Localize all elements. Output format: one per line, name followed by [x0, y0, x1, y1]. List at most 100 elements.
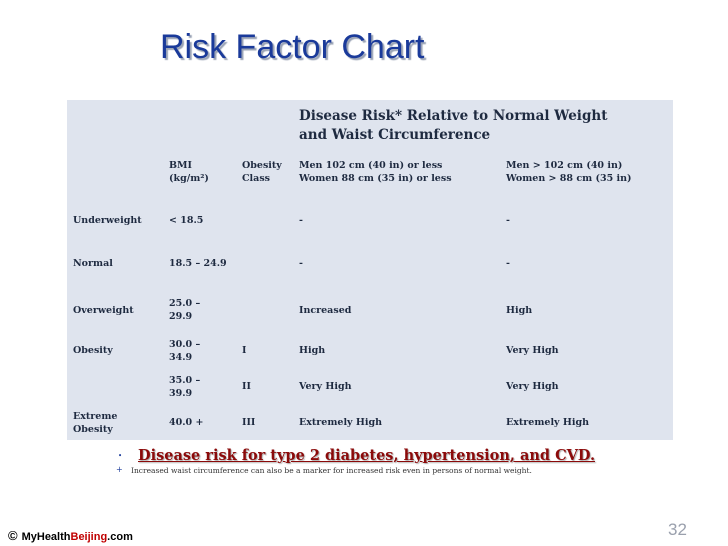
- table-cell: -: [293, 200, 500, 240]
- bullet-text: Disease risk for type 2 diabetes, hypert…: [138, 447, 596, 464]
- page-number: 32: [668, 520, 687, 539]
- table-cell: Very High: [500, 368, 673, 405]
- slide-title: Risk Factor Chart: [160, 28, 425, 66]
- table-row: 35.0 –39.9 II Very High Very High: [67, 368, 673, 405]
- cell-line: Women > 88 cm (35 in): [506, 173, 632, 184]
- copyright: ©: [8, 528, 18, 543]
- header-cell: [236, 100, 293, 155]
- table-cell: -: [293, 240, 500, 287]
- table-cell: [236, 240, 293, 287]
- table-cell: Extreme Obesity: [67, 405, 163, 440]
- table-row: Obesity 30.0 –34.9 I High Very High: [67, 333, 673, 368]
- header-cell: [163, 100, 236, 155]
- cell-line: (kg/m²): [169, 173, 209, 184]
- cell-line: Underweight: [73, 214, 142, 226]
- table-row: Normal 18.5 – 24.9 - -: [67, 240, 673, 287]
- cell-line: 34.9: [169, 351, 193, 363]
- cell-line: Overweight: [73, 304, 134, 316]
- table-cell: 25.0 – 29.9: [163, 287, 236, 333]
- bullet-marker: +: [116, 465, 123, 474]
- table-row: Extreme Obesity 40.0 + III Extremely High Ext…: [67, 405, 673, 440]
- table-cell: -: [500, 240, 673, 287]
- cell-line: Disease Risk* Relative to Normal Weight: [299, 108, 608, 124]
- cell-line: and Waist Circumference: [299, 127, 491, 143]
- table-cell: Extremely High: [293, 405, 500, 440]
- table-cell: III: [236, 405, 293, 440]
- table-cell: Extremely High: [500, 405, 673, 440]
- cell-line: Obesity: [73, 423, 113, 435]
- table-cell: 40.0 +: [163, 405, 236, 440]
- cell-line: < 18.5: [169, 214, 204, 226]
- cell-line: Men > 102 cm (40 in): [506, 160, 623, 171]
- cell-line: -: [506, 214, 510, 226]
- cell-line: I: [242, 345, 247, 356]
- table-cell: Underweight: [67, 200, 163, 240]
- cell-line: 29.9: [169, 311, 193, 322]
- table-cell: [236, 200, 293, 240]
- cell-line: 18.5 – 24.9: [169, 258, 227, 269]
- table-cell: Very High: [500, 333, 673, 368]
- header-cell: [67, 155, 163, 200]
- table-cell: Overweight: [67, 287, 163, 333]
- table-cell: [67, 368, 163, 405]
- cell-line: High: [506, 304, 533, 316]
- cell-line: Women 88 cm (35 in) or less: [299, 173, 452, 184]
- table-cell: High: [500, 287, 673, 333]
- cell-line: Increased: [299, 304, 352, 316]
- cell-line: -: [299, 214, 303, 226]
- brand: .com: [107, 531, 133, 543]
- footer: © MyHealthBeijing.com: [8, 528, 133, 543]
- cell-line: -: [299, 258, 303, 269]
- table-row: Overweight 25.0 – 29.9 Increased High: [67, 287, 673, 333]
- cell-line: Extremely High: [299, 417, 383, 428]
- header-row: BMI (kg/m²) Obesity Class Men 102 cm (40 in)…: [67, 155, 673, 200]
- cell-line: Very High: [506, 345, 559, 356]
- table-cell: Normal: [67, 240, 163, 287]
- table-cell: < 18.5: [163, 200, 236, 240]
- table-cell: 35.0 –39.9: [163, 368, 236, 405]
- table-cell: II: [236, 368, 293, 405]
- cell-line: 25.0 –: [169, 298, 201, 309]
- cell-line: II: [242, 381, 251, 392]
- brand: MyHealth: [21, 531, 71, 543]
- cell-line: Men 102 cm (40 in) or less: [299, 160, 443, 171]
- table-cell: Obesity: [67, 333, 163, 368]
- cell-line: Very High: [506, 381, 559, 392]
- cell-line: BMI: [169, 160, 192, 171]
- bullet-text: Increased waist circumference can also b…: [131, 466, 532, 475]
- cell-line: 35.0 –: [169, 374, 201, 386]
- table-cell: 18.5 – 24.9: [163, 240, 236, 287]
- bullet-marker: •: [118, 452, 123, 460]
- cell-line: III: [242, 417, 256, 428]
- brand: Beijing: [70, 531, 108, 543]
- cell-line: Obesity: [73, 345, 113, 356]
- cell-line: High: [299, 345, 326, 356]
- header-cell: Men > 102 cm (40 in) Women > 88 cm (35 in…: [500, 155, 673, 200]
- table-cell: Very High: [293, 368, 500, 405]
- cell-line: 30.0 –: [169, 338, 201, 350]
- header-cell: Obesity Class: [236, 155, 293, 200]
- table-cell: High: [293, 333, 500, 368]
- table-cell: [236, 287, 293, 333]
- header-cell: Men 102 cm (40 in) or less Women 88 cm (3…: [293, 155, 500, 200]
- cell-line: Extreme: [73, 410, 118, 422]
- table-cell: I: [236, 333, 293, 368]
- cell-line: Extremely High: [506, 417, 590, 428]
- header-row: Disease Risk* Relative to Normal Weight a…: [67, 100, 673, 155]
- cell-line: Class: [242, 173, 271, 184]
- cell-line: 39.9: [169, 387, 193, 399]
- header-cell: [67, 100, 163, 155]
- cell-line: -: [506, 258, 510, 269]
- cell-line: Normal: [73, 258, 113, 269]
- table-cell: Increased: [293, 287, 500, 333]
- header-cell: Disease Risk* Relative to Normal Weight a…: [293, 100, 673, 155]
- table-cell: -: [500, 200, 673, 240]
- cell-line: 40.0 +: [169, 417, 204, 428]
- cell-line: Very High: [299, 381, 352, 392]
- cell-line: Obesity: [242, 160, 282, 171]
- header-cell: BMI (kg/m²): [163, 155, 236, 200]
- table-row: Underweight < 18.5 - -: [67, 200, 673, 240]
- table-cell: 30.0 –34.9: [163, 333, 236, 368]
- risk-table: Disease Risk* Relative to Normal Weight a…: [67, 100, 673, 440]
